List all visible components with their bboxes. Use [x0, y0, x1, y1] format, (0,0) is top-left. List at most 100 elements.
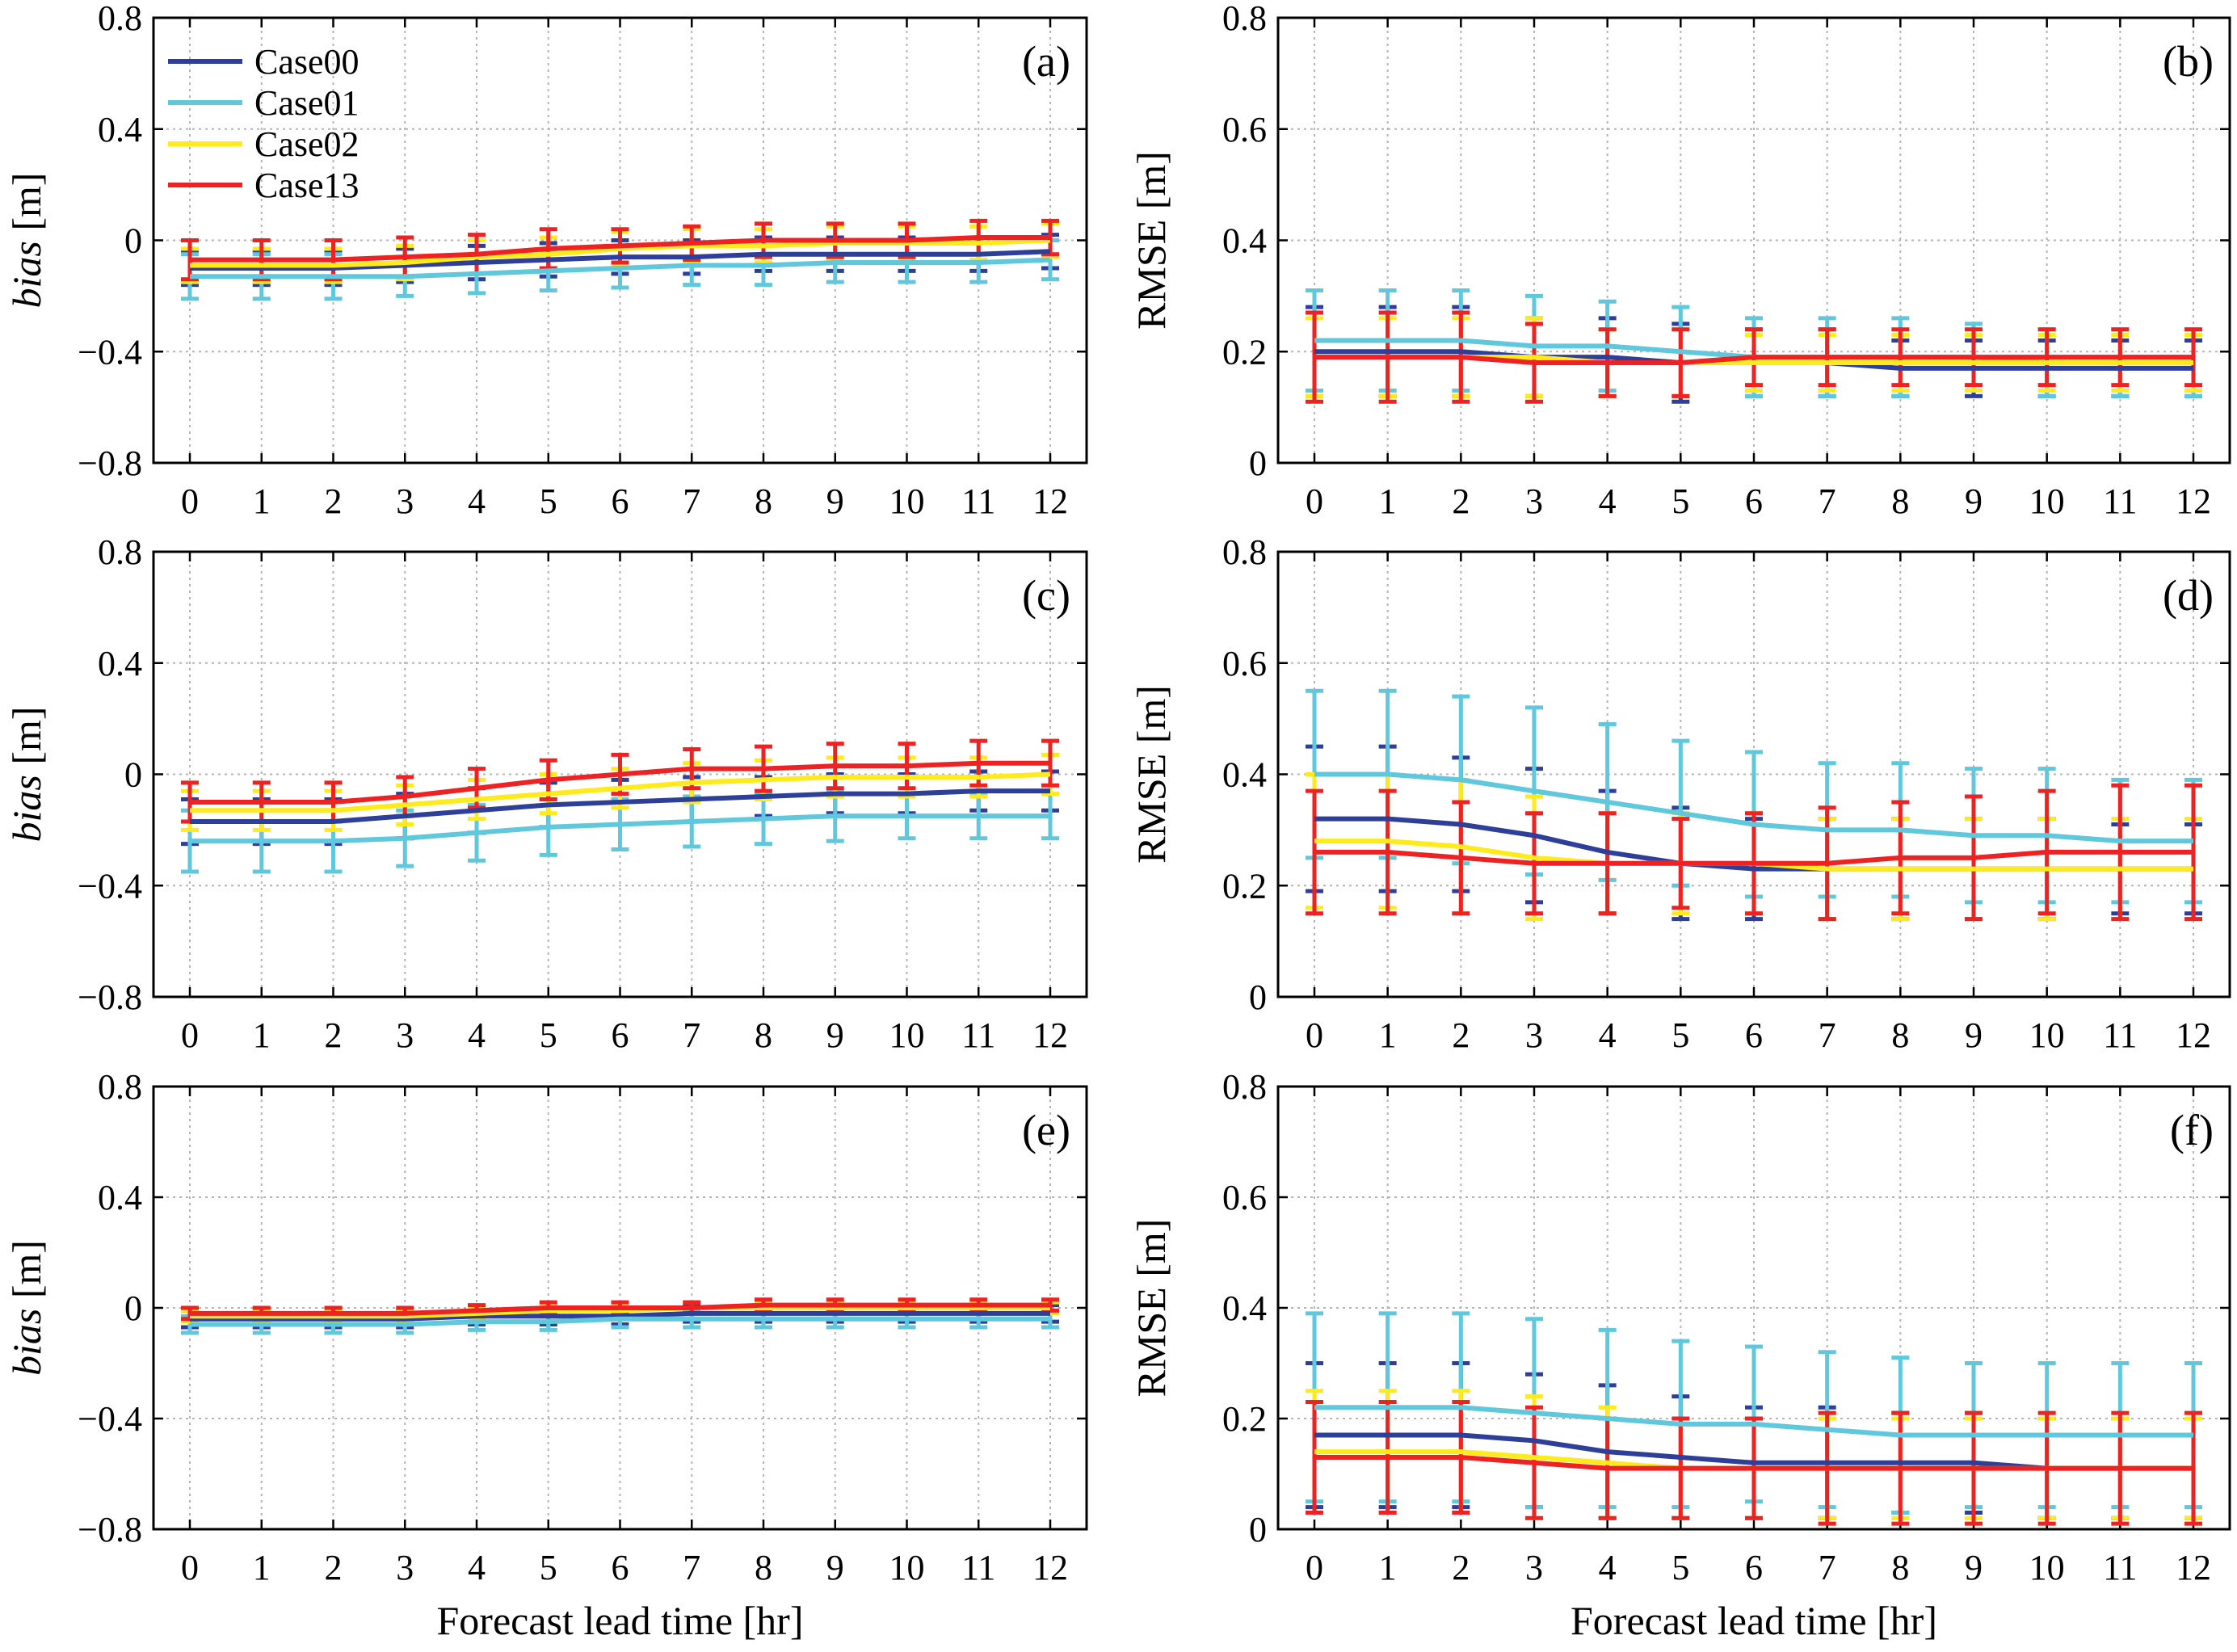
series-line-case13 — [1314, 1454, 2193, 1471]
series-line-case01 — [190, 257, 1051, 280]
y-tick-label: −0.4 — [78, 1399, 142, 1439]
x-tick-label: 7 — [683, 1548, 700, 1587]
x-tick-label: 5 — [1671, 481, 1689, 521]
x-tick-label: 3 — [396, 1548, 414, 1587]
x-tick-label: 1 — [1379, 1015, 1397, 1055]
x-tick-label: 5 — [540, 1548, 557, 1587]
y-axis-label: RMSE [m] — [1129, 151, 1174, 330]
y-tick-label: 0.8 — [1222, 0, 1267, 38]
x-tick-label: 1 — [253, 1015, 271, 1055]
series-line-case01 — [1314, 1405, 2193, 1438]
x-tick-label: 6 — [612, 1548, 629, 1587]
series-line-case02 — [190, 771, 1051, 813]
y-tick-label: 0 — [124, 1288, 142, 1328]
x-tick-label: 4 — [1599, 481, 1617, 521]
x-tick-label: 10 — [889, 1015, 925, 1055]
x-tick-label: 0 — [181, 1015, 199, 1055]
x-tick-label: 9 — [1965, 481, 1983, 521]
x-tick-label: 5 — [540, 481, 557, 521]
y-axis-label-unit: RMSE [m] — [1129, 1219, 1174, 1398]
x-tick-label: 8 — [1891, 1548, 1909, 1587]
y-tick-label: 0 — [124, 221, 142, 261]
series-line-case00 — [190, 249, 1051, 271]
panel-label: (d) — [2163, 571, 2214, 620]
x-tick-label: 6 — [1745, 481, 1763, 521]
y-axis-label-italic: bias — [4, 241, 49, 308]
y-tick-label: 0.4 — [98, 110, 142, 149]
x-tick-label: 10 — [2029, 481, 2065, 521]
y-tick-label: 0.8 — [98, 532, 142, 572]
x-tick-label: 0 — [181, 481, 199, 521]
y-axis-label: bias [m] — [4, 1240, 49, 1376]
series-line-case01 — [190, 1316, 1050, 1327]
x-tick-label: 9 — [826, 1015, 844, 1055]
y-tick-label: 0.6 — [1222, 110, 1267, 149]
x-tick-label: 1 — [1379, 481, 1397, 521]
series-line-case01 — [1314, 771, 2193, 844]
panel-label: (f) — [2170, 1106, 2214, 1154]
x-tick-label: 4 — [468, 1548, 486, 1587]
y-axis-label-italic: bias — [4, 775, 49, 842]
series-line-case13 — [190, 235, 1050, 263]
x-tick-label: 1 — [1379, 1548, 1397, 1587]
series-line-case13 — [1314, 849, 2193, 866]
series-line-case02 — [190, 238, 1051, 268]
x-tick-label: 3 — [1525, 481, 1543, 521]
y-axis-label: RMSE [m] — [1129, 685, 1174, 864]
series-line-case13 — [190, 760, 1050, 805]
x-tick-label: 3 — [1525, 1015, 1543, 1055]
x-tick-label: 2 — [1452, 481, 1470, 521]
x-tick-label: 3 — [396, 1015, 414, 1055]
legend-label: Case01 — [254, 83, 360, 123]
x-tick-label: 0 — [1306, 481, 1323, 521]
x-tick-label: 5 — [1671, 1548, 1689, 1587]
y-axis-label-unit: RMSE [m] — [1129, 151, 1174, 330]
x-tick-label: 11 — [961, 1015, 995, 1055]
x-tick-label: 6 — [612, 481, 629, 521]
x-tick-label: 3 — [1525, 1548, 1543, 1587]
y-axis-label-unit: [m] — [4, 172, 49, 230]
y-tick-label: 0.2 — [1222, 332, 1267, 372]
y-tick-label: 0.8 — [98, 1067, 142, 1107]
y-axis-label-unit: [m] — [4, 706, 49, 764]
x-tick-label: 4 — [1599, 1548, 1617, 1587]
x-tick-label: 4 — [468, 481, 486, 521]
x-tick-label: 2 — [325, 1548, 343, 1587]
x-tick-label: 6 — [1745, 1015, 1763, 1055]
y-tick-label: 0 — [1249, 443, 1267, 483]
y-tick-label: −0.4 — [78, 332, 142, 372]
x-tick-label: 2 — [325, 1015, 343, 1055]
x-tick-label: 10 — [2029, 1548, 2065, 1587]
x-tick-label: 8 — [755, 1015, 772, 1055]
y-tick-label: 0.8 — [1222, 1067, 1267, 1107]
series-line-case00 — [190, 788, 1050, 825]
legend-label: Case02 — [254, 124, 360, 164]
x-tick-label: 9 — [1965, 1548, 1983, 1587]
y-tick-label: 0.4 — [1222, 1288, 1267, 1328]
x-tick-label: 10 — [2029, 1015, 2065, 1055]
y-axis-label-unit: [m] — [4, 1240, 49, 1298]
x-tick-label: 6 — [612, 1015, 629, 1055]
x-tick-label: 10 — [889, 481, 925, 521]
x-tick-label: 10 — [889, 1548, 925, 1587]
y-tick-label: 0.4 — [98, 644, 142, 683]
panel-label: (a) — [1022, 37, 1070, 86]
x-tick-label: 2 — [1452, 1015, 1470, 1055]
y-tick-label: −0.4 — [78, 866, 142, 906]
x-tick-label: 12 — [1032, 1548, 1068, 1587]
y-tick-label: −0.8 — [78, 443, 142, 483]
x-tick-label: 5 — [540, 1015, 557, 1055]
y-axis-label-unit: RMSE [m] — [1129, 685, 1174, 864]
y-tick-label: 0 — [124, 755, 142, 795]
y-tick-label: 0.2 — [1222, 1399, 1267, 1439]
y-tick-label: 0.8 — [98, 0, 142, 38]
x-axis-label: Forecast lead time [hr] — [437, 1598, 804, 1643]
x-tick-label: 9 — [826, 1548, 844, 1587]
x-tick-label: 11 — [2103, 1548, 2137, 1587]
series-line-case13 — [1314, 355, 2193, 366]
y-tick-label: −0.8 — [78, 1510, 142, 1549]
x-tick-label: 7 — [1819, 1548, 1836, 1587]
